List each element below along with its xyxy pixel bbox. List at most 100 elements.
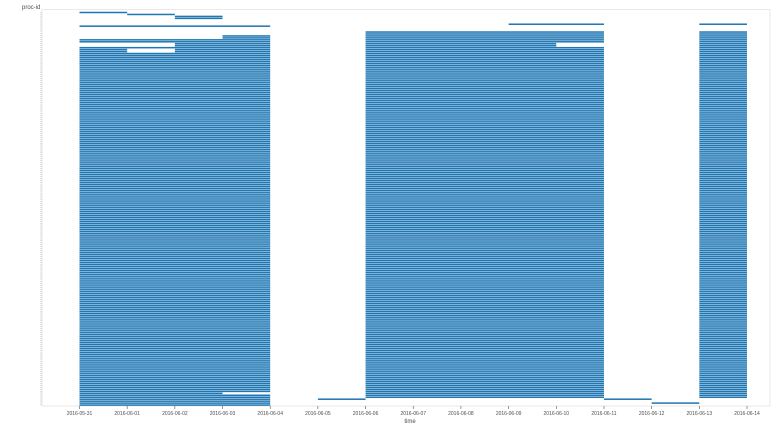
bar-segment: [699, 236, 747, 238]
bar-segment: [365, 234, 604, 236]
bar-segment: [365, 244, 604, 246]
x-tick-label: 2016-06-05: [305, 411, 331, 417]
bar-segment: [365, 156, 604, 158]
bar-segment: [699, 205, 747, 207]
bar-segment: [365, 144, 604, 147]
bar-segment: [365, 70, 604, 72]
bar-segment: [79, 292, 271, 295]
bar-segment: [365, 212, 604, 215]
bar-segment: [79, 117, 271, 119]
bar-segment: [79, 70, 271, 72]
bar-segment: [365, 173, 604, 176]
bar-segment: [79, 132, 271, 135]
bar-segment: [365, 349, 604, 352]
bar-segment: [79, 316, 271, 318]
bar-segment: [79, 394, 271, 397]
bar-segment: [79, 78, 271, 80]
bar-segment: [699, 197, 747, 199]
bar-segment: [365, 56, 604, 59]
bar-segment: [699, 349, 747, 352]
bar-segment: [365, 205, 604, 207]
bar-segment: [365, 380, 604, 383]
bar-segment: [174, 50, 271, 53]
bar-segment: [651, 402, 700, 404]
bar-segment: [79, 209, 271, 211]
bar-segment: [79, 101, 271, 104]
bar-segment: [365, 80, 604, 82]
bar-segment: [365, 31, 604, 33]
x-tick-label: 2016-06-02: [162, 411, 188, 417]
bar-segment: [365, 48, 604, 51]
bar-segment: [79, 287, 271, 289]
bar-segment: [79, 89, 271, 92]
bar-segment: [699, 68, 747, 70]
bar-segment: [79, 107, 271, 109]
bar-segment: [365, 263, 604, 266]
bar-segment: [79, 11, 128, 14]
bar-segment: [79, 197, 271, 199]
bar-segment: [79, 369, 271, 371]
bar-segment: [365, 142, 604, 145]
bar-segment: [699, 179, 747, 182]
bar-segment: [365, 130, 604, 133]
bar-segment: [365, 195, 604, 197]
bar-segment: [79, 148, 271, 150]
bar-segment: [79, 246, 271, 248]
bar-segment: [365, 162, 604, 164]
bar-segment: [365, 386, 604, 389]
bar-segment: [365, 285, 604, 287]
bar-segment: [699, 201, 747, 203]
bar-segment: [699, 269, 747, 272]
bar-segment: [79, 242, 271, 244]
bar-segment: [365, 123, 604, 125]
bar-segment: [79, 203, 271, 205]
bar-segment: [79, 142, 271, 145]
bar-segment: [79, 50, 128, 53]
bar-segment: [699, 232, 747, 234]
bar-segment: [365, 199, 604, 201]
bar-segment: [365, 292, 604, 295]
bar-segment: [79, 384, 271, 387]
bar-segment: [79, 376, 271, 379]
bar-segment: [699, 80, 747, 82]
bar-segment: [365, 138, 604, 141]
bar-segment: [365, 111, 604, 113]
bar-segment: [699, 222, 747, 225]
bar-segment: [699, 31, 747, 33]
x-tick-label: 2016-06-01: [114, 411, 140, 417]
bar-segment: [699, 171, 747, 174]
bar-segment: [365, 85, 604, 88]
bar-segment: [79, 111, 271, 113]
bar-segment: [699, 240, 747, 242]
bar-segment: [365, 251, 604, 254]
bar-segment: [365, 269, 604, 272]
bar-segment: [79, 84, 271, 86]
bar-segment: [699, 234, 747, 236]
bar-segment: [79, 150, 271, 152]
bar-segment: [699, 285, 747, 287]
bar-segment: [79, 173, 271, 176]
bar-segment: [79, 58, 271, 61]
bar-segment: [79, 318, 271, 320]
bar-segment: [79, 48, 128, 51]
bar-segment: [79, 312, 271, 315]
bar-segment: [365, 226, 604, 229]
bar-segment: [79, 300, 271, 303]
bar-segment: [699, 158, 747, 160]
bar-segment: [699, 324, 747, 326]
bar-segment: [365, 169, 604, 172]
bar-segment: [79, 308, 271, 311]
bar-segment: [79, 183, 271, 186]
bar-segment: [699, 345, 747, 348]
bar-segment: [699, 289, 747, 291]
bar-segment: [699, 224, 747, 227]
bar-segment: [699, 339, 747, 342]
bar-segment: [699, 181, 747, 184]
bar-segment: [79, 255, 271, 258]
plot-frame: [41, 9, 771, 407]
bar-segment: [79, 160, 271, 162]
bar-segment: [699, 140, 747, 143]
bar-segment: [365, 82, 604, 84]
bar-segment: [699, 74, 747, 76]
bar-segment: [699, 199, 747, 201]
